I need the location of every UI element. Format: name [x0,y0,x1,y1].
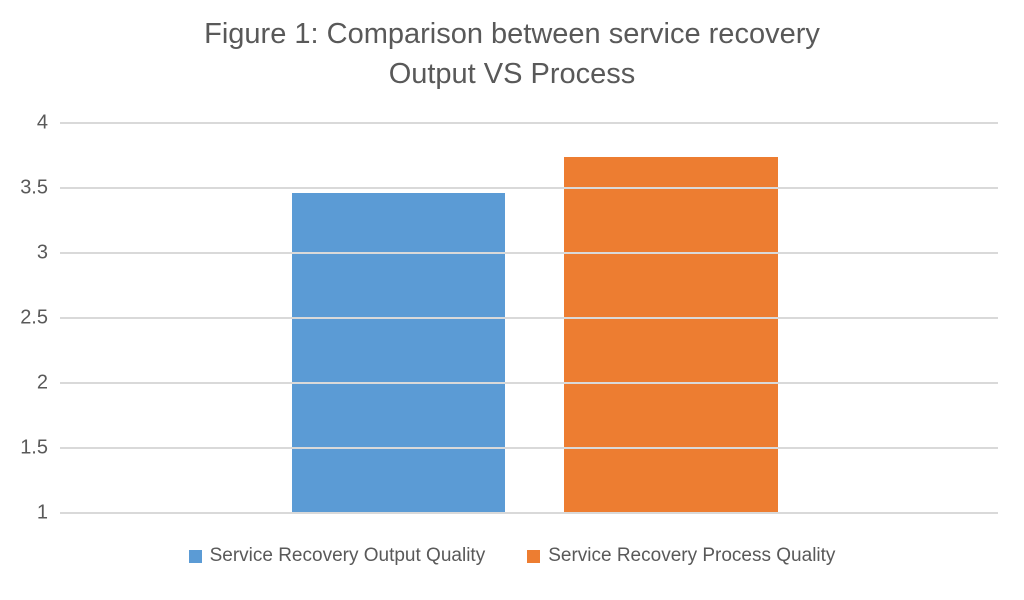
legend-item-output-quality: Service Recovery Output Quality [188,545,486,567]
legend: Service Recovery Output Quality Service … [0,545,1024,567]
y-tick-label: 2.5 [20,306,48,329]
legend-label-process-quality: Service Recovery Process Quality [548,545,836,566]
gridline [60,186,998,189]
y-tick-label: 2 [36,371,48,394]
chart-title: Figure 1: Comparison between service rec… [0,14,1024,94]
legend-swatch-orange-icon [527,549,541,563]
y-axis: 4 3.5 3 2.5 2 1.5 1 [0,112,48,524]
y-tick-label: 1.5 [20,436,48,459]
plot-area [60,122,998,514]
gridline [60,122,998,124]
legend-item-process-quality: Service Recovery Process Quality [527,545,835,567]
chart-title-line-1: Figure 1: Comparison between service rec… [204,18,820,50]
y-tick-label: 3 [36,241,48,264]
y-tick-label: 1 [36,501,48,524]
chart-title-line-2: Output VS Process [388,58,636,91]
legend-label-output-quality: Service Recovery Output Quality [209,545,486,566]
legend-swatch-blue-icon [188,549,202,563]
bar-service-recovery-process-quality [563,156,778,513]
bar-service-recovery-output-quality [291,193,505,513]
gridline [60,251,998,254]
gridline [60,317,998,319]
gridline [60,381,998,384]
y-tick-label: 3.5 [20,176,48,199]
gridline [60,447,998,449]
gridline [60,512,998,514]
y-tick-label: 4 [36,111,48,134]
